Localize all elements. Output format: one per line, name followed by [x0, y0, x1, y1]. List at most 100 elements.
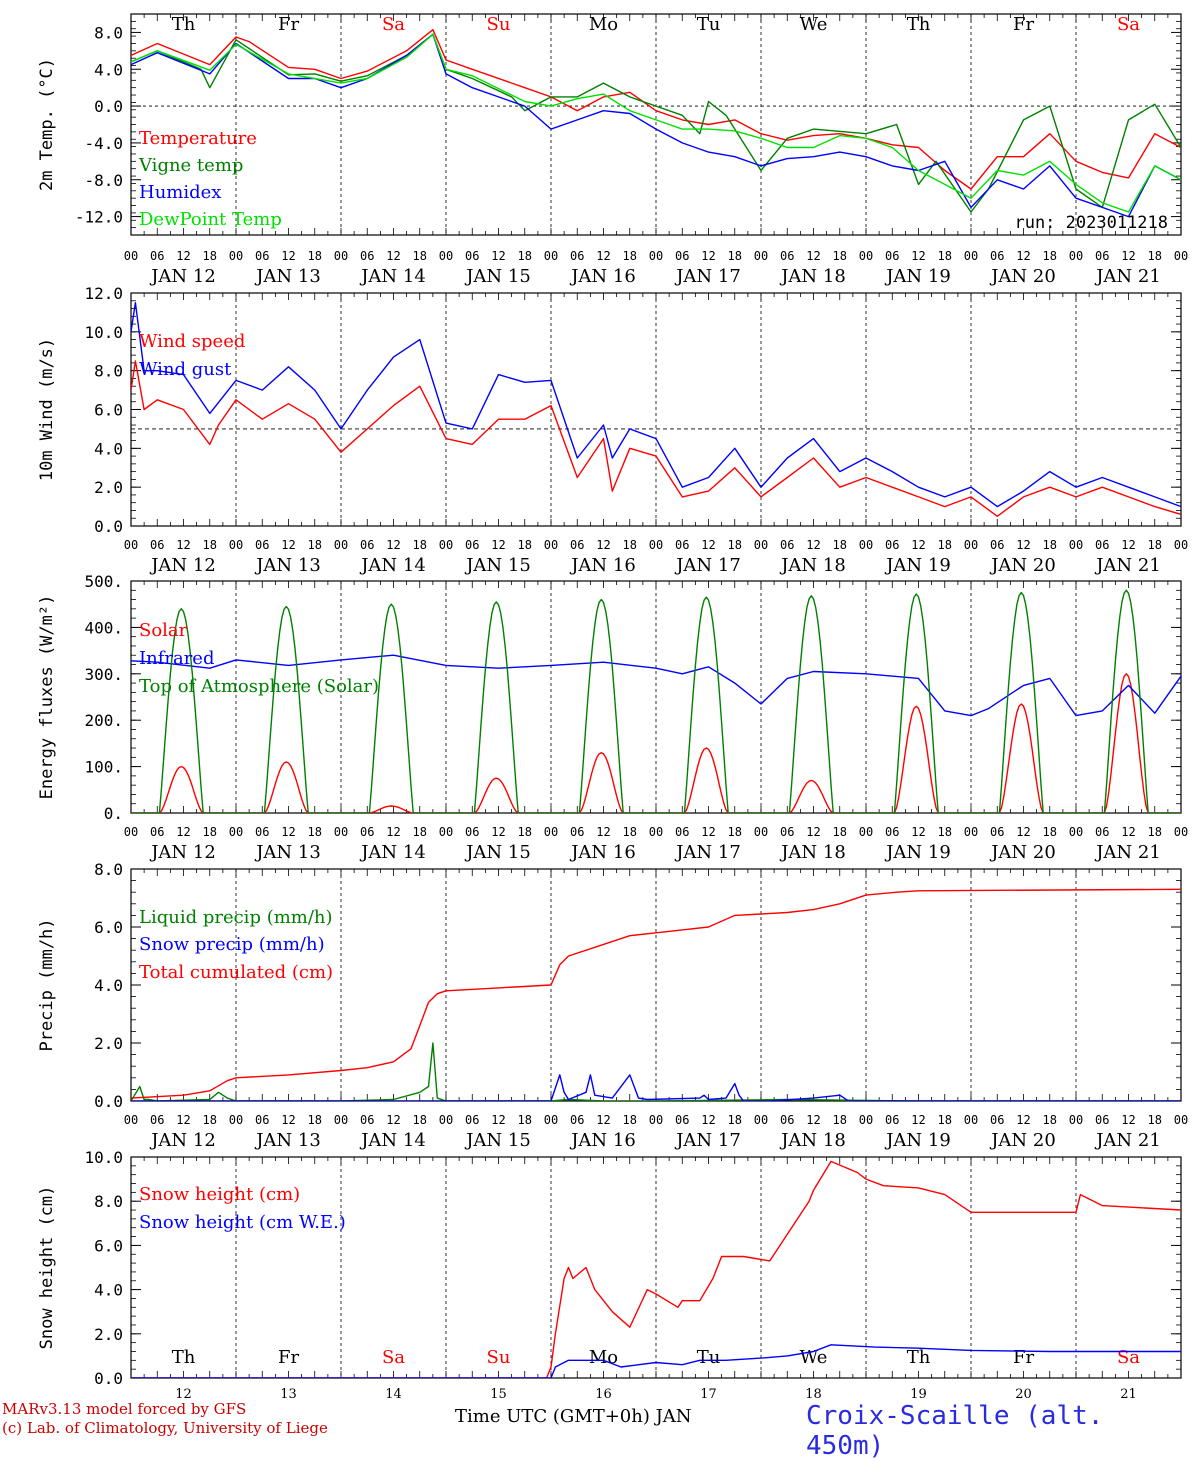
date-label: JAN 21	[1094, 266, 1161, 287]
hour-label: 06	[465, 825, 479, 839]
y-tick-label: 10.0	[84, 1148, 123, 1167]
series-line	[131, 654, 1181, 717]
y-tick-label: 2.0	[94, 1034, 123, 1053]
hour-label: 06	[360, 1113, 374, 1127]
hour-label: 06	[885, 1113, 899, 1127]
hour-label: 18	[938, 825, 952, 839]
hour-label: 00	[1069, 249, 1083, 263]
y-tick-label: 400.	[84, 618, 123, 637]
date-label: JAN 17	[674, 266, 741, 287]
hour-label: 06	[150, 825, 164, 839]
series-group	[131, 888, 1181, 1101]
hour-label: 00	[439, 1113, 453, 1127]
hour-label: 06	[675, 825, 689, 839]
legend-entry: DewPoint Temp	[139, 209, 282, 230]
hour-label: 00	[1174, 538, 1188, 552]
series-line	[131, 360, 1181, 517]
hour-label: 06	[780, 1113, 794, 1127]
date-label: JAN 15	[464, 842, 531, 863]
date-label: JAN 14	[359, 555, 426, 576]
day-number-label: 15	[490, 1387, 507, 1402]
date-label: JAN 13	[254, 842, 321, 863]
hour-label: 00	[229, 1113, 243, 1127]
panel-1: 8.0 4.0 0.0 -4.0 -8.0 -12.0 2m Temp. (°C) 00 06 1…	[37, 13, 1188, 287]
series-line	[131, 33, 1181, 213]
hour-label: 00	[1174, 825, 1188, 839]
hour-label: 18	[518, 825, 532, 839]
hour-label: 12	[596, 249, 610, 263]
hour-label: 12	[386, 249, 400, 263]
hour-label: 18	[833, 538, 847, 552]
weekday-label: Fr	[278, 1347, 299, 1368]
hour-label: 12	[281, 538, 295, 552]
day-number-label: 20	[1015, 1387, 1032, 1402]
hour-label: 06	[990, 249, 1004, 263]
hour-label: 18	[728, 249, 742, 263]
weekday-label: Mo	[589, 14, 618, 35]
date-label: JAN 18	[779, 266, 846, 287]
y-tick-label: -12.0	[75, 208, 123, 227]
hour-label: 12	[176, 538, 190, 552]
y-tick-label: 500.	[84, 572, 123, 591]
series-line	[131, 589, 1181, 813]
hour-label: 12	[806, 249, 820, 263]
date-label: JAN 12	[149, 1130, 216, 1151]
date-label: JAN 13	[254, 266, 321, 287]
hour-label: 00	[649, 249, 663, 263]
date-label: JAN 15	[464, 1130, 531, 1151]
hour-label: 18	[938, 538, 952, 552]
hour-label: 12	[1016, 1113, 1030, 1127]
y-tick-label: 300.	[84, 665, 123, 684]
date-label: JAN 14	[359, 266, 426, 287]
hour-label: 00	[439, 825, 453, 839]
hour-label: 00	[334, 538, 348, 552]
legend-entry: Humidex	[139, 182, 221, 203]
panel-5: 10.0 8.0 6.0 4.0 2.0 0.0 Snow height (cm) Th Fr S…	[37, 1148, 1182, 1402]
series-line	[131, 1344, 1181, 1378]
hour-label: 06	[570, 1113, 584, 1127]
y-tick-label: 0.0	[94, 517, 123, 536]
legend-entry: Snow height (cm W.E.)	[139, 1212, 346, 1233]
hour-label: 12	[596, 825, 610, 839]
hour-label: 12	[1121, 249, 1135, 263]
hour-label: 12	[596, 1113, 610, 1127]
hour-label: 06	[255, 538, 269, 552]
hour-label: 12	[911, 538, 925, 552]
weekday-label: Th	[172, 1347, 196, 1368]
date-label: JAN 15	[464, 555, 531, 576]
date-label: JAN 19	[884, 555, 951, 576]
y-tick-label: -4.0	[84, 134, 123, 153]
hour-label: 18	[1148, 825, 1162, 839]
hour-label: 12	[701, 825, 715, 839]
hour-label: 18	[728, 1113, 742, 1127]
hour-label: 00	[334, 249, 348, 263]
date-label: JAN 17	[674, 1130, 741, 1151]
y-tick-label: 8.0	[94, 1192, 123, 1211]
hour-label: 06	[1095, 249, 1109, 263]
weekday-label: Sa	[382, 14, 405, 35]
y-tick-label: 4.0	[94, 60, 123, 79]
hour-label: 06	[465, 1113, 479, 1127]
hour-label: 06	[150, 1113, 164, 1127]
hour-label: 06	[990, 825, 1004, 839]
hour-label: 06	[570, 538, 584, 552]
series-group	[131, 589, 1181, 813]
hour-label: 00	[859, 538, 873, 552]
lab-credit: (c) Lab. of Climatology, University of L…	[2, 1419, 328, 1437]
date-label: JAN 18	[779, 842, 846, 863]
weekday-label: Th	[907, 1347, 931, 1368]
hour-label: 12	[911, 825, 925, 839]
hour-label: 18	[413, 825, 427, 839]
hour-label: 00	[334, 1113, 348, 1127]
hour-label: 18	[833, 1113, 847, 1127]
date-label: JAN 21	[1094, 1130, 1161, 1151]
hour-label: 06	[780, 249, 794, 263]
legend-entry: Snow precip (mm/h)	[139, 934, 325, 955]
run-annotation: run: 2023011218	[1014, 213, 1168, 233]
hour-label: 12	[1121, 1113, 1135, 1127]
hour-label: 06	[360, 249, 374, 263]
hour-label: 18	[1148, 538, 1162, 552]
hour-label: 18	[203, 1113, 217, 1127]
date-label: JAN 21	[1094, 842, 1161, 863]
legend-entry: Infrared	[139, 648, 214, 669]
